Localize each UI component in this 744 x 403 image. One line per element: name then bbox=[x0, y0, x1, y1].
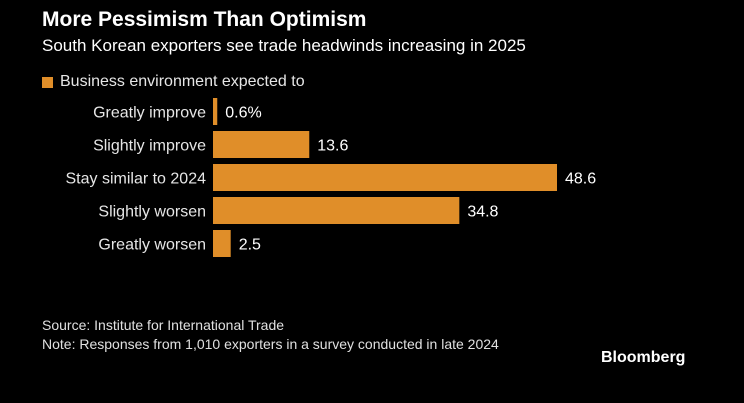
data-label: 48.6 bbox=[565, 171, 596, 188]
data-label: 34.8 bbox=[467, 204, 498, 221]
category-label: Slightly worsen bbox=[98, 204, 206, 221]
data-label: 0.6% bbox=[225, 105, 261, 122]
bloomberg-logo: Bloomberg bbox=[601, 349, 686, 366]
bar bbox=[213, 164, 557, 191]
category-label: Greatly worsen bbox=[98, 237, 206, 254]
chart-subtitle: South Korean exporters see trade headwin… bbox=[42, 36, 526, 55]
chart-legend: Business environment expected to bbox=[42, 73, 305, 91]
source-note: Source: Institute for International Trad… bbox=[42, 317, 285, 333]
bar bbox=[213, 131, 310, 158]
legend-label: Business environment expected to bbox=[60, 73, 305, 90]
bar bbox=[213, 197, 460, 224]
data-label: 13.6 bbox=[317, 138, 348, 155]
category-label: Stay similar to 2024 bbox=[65, 171, 206, 188]
chart-title: More Pessimism Than Optimism bbox=[42, 8, 367, 31]
category-label: Greatly improve bbox=[93, 105, 206, 122]
category-label: Slightly improve bbox=[93, 138, 206, 155]
bar bbox=[213, 98, 218, 125]
data-label: 2.5 bbox=[239, 237, 261, 254]
footnote: Note: Responses from 1,010 exporters in … bbox=[42, 336, 499, 352]
legend-swatch bbox=[42, 76, 53, 88]
bar bbox=[213, 230, 231, 257]
